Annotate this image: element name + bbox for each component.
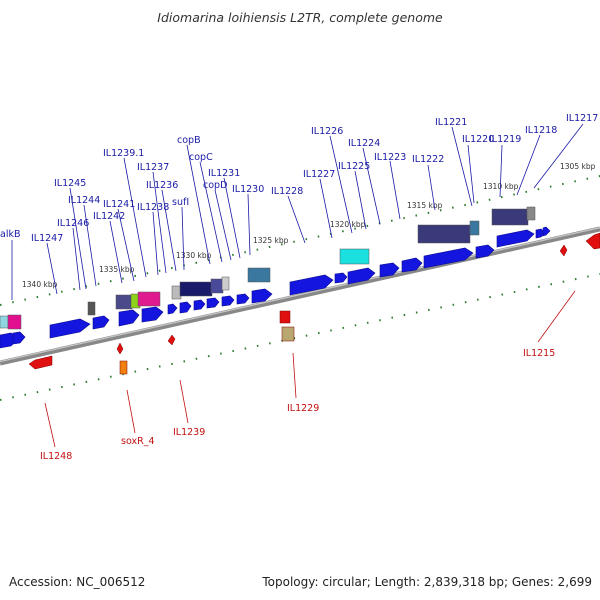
- gene-label: IL1223: [374, 152, 406, 163]
- gene-arrow: [179, 301, 192, 314]
- gene-label: IL1227: [303, 169, 335, 180]
- gene-label: copC: [189, 152, 213, 163]
- scale-label: 1315 kbp: [407, 201, 443, 210]
- gene-label: IL1244: [68, 195, 100, 206]
- gene-label: IL1241: [103, 199, 135, 210]
- gene-arrow: [167, 303, 178, 315]
- gene-arrow: [118, 309, 140, 327]
- feature-box: [491, 208, 529, 226]
- gene-arrow: [206, 297, 220, 309]
- feature-box: [210, 278, 224, 294]
- forward-gene-labels[interactable]: IL1217 IL1218 IL1219 IL1220 IL1221 IL122…: [0, 113, 598, 244]
- gene-arrow: [141, 306, 164, 323]
- gene-label: IL1228: [271, 186, 303, 197]
- gene-label: IL1225: [338, 161, 370, 172]
- gene-label: IL1238: [137, 202, 169, 213]
- scale-label: 1305 kbp: [560, 162, 596, 171]
- gene-label: sufI: [172, 197, 189, 208]
- gene-arrow: [347, 267, 376, 285]
- gene-label: IL1215: [523, 348, 555, 359]
- gene-label: IL1217: [566, 113, 598, 124]
- gene-label: copB: [177, 135, 201, 146]
- reverse-gene-labels[interactable]: IL1215 IL1229 IL1239 soxR_4 IL1248: [40, 348, 555, 462]
- gene-label: IL1222: [412, 154, 444, 165]
- gene-arrow: [289, 274, 334, 296]
- gene-arrow: [193, 299, 206, 311]
- gene-label: alkB: [0, 229, 20, 240]
- scale-label: 1335 kbp: [99, 265, 135, 274]
- gene-arrow: [167, 334, 176, 346]
- feature-box: [339, 248, 370, 265]
- feature-box: [137, 291, 161, 307]
- gene-arrow: [221, 295, 235, 307]
- gene-arrow: [92, 315, 110, 330]
- reverse-gene-arrows[interactable]: [28, 232, 600, 375]
- gene-arrow: [423, 247, 474, 269]
- gene-label: IL1231: [208, 168, 240, 179]
- feature-box: [179, 281, 213, 297]
- gene-arrow: [379, 262, 400, 278]
- gene-arrow: [334, 272, 348, 284]
- gene-label: IL1247: [31, 233, 63, 244]
- gene-arrow: [496, 229, 535, 248]
- scale-label: 1325 kbp: [253, 236, 289, 245]
- feature-box: [417, 224, 471, 244]
- feature-box: [7, 314, 22, 330]
- feature-box: [0, 315, 9, 329]
- feature-box: [526, 206, 536, 221]
- gene-arrow: [251, 288, 273, 304]
- forward-label-leaders: [11, 123, 584, 300]
- scale-label: 1320 kbp: [330, 220, 366, 229]
- gene-label: IL1220: [462, 134, 494, 145]
- gene-arrow: [559, 244, 568, 257]
- gene-label: IL1230: [232, 184, 264, 195]
- feature-box: [221, 276, 230, 291]
- forward-feature-boxes[interactable]: [0, 206, 536, 330]
- feature-box: [119, 360, 128, 375]
- gene-label: IL1245: [54, 178, 86, 189]
- map-title: Idiomarina loihiensis L2TR, complete gen…: [157, 10, 443, 25]
- gene-label: IL1224: [348, 138, 380, 149]
- scale-label: 1340 kbp: [22, 280, 58, 289]
- gene-label: IL1226: [311, 126, 343, 137]
- gene-label: IL1219: [489, 134, 521, 145]
- feature-box: [281, 326, 295, 342]
- gene-label: IL1229: [287, 403, 319, 414]
- reverse-label-leaders: [44, 290, 576, 448]
- gene-label: copD: [203, 180, 227, 191]
- feature-box: [171, 285, 182, 300]
- feature-box: [469, 220, 480, 236]
- gene-label: IL1246: [57, 218, 89, 229]
- genome-backbone-highlight: [0, 227, 600, 363]
- gene-arrow: [475, 244, 495, 259]
- feature-box: [115, 294, 133, 310]
- genome-summary-text: Topology: circular; Length: 2,839,318 bp…: [262, 575, 592, 589]
- gene-label: IL1239: [173, 427, 205, 438]
- genome-backbone: [0, 226, 600, 366]
- scale-label: 1330 kbp: [176, 251, 212, 260]
- gene-label: IL1236: [146, 180, 178, 191]
- gene-label: soxR_4: [121, 436, 155, 447]
- gene-arrow: [401, 257, 423, 273]
- gene-label: IL1221: [435, 117, 467, 128]
- feature-box: [279, 310, 291, 324]
- accession-text: Accession: NC_006512: [9, 575, 146, 589]
- gene-arrow: [116, 342, 124, 355]
- feature-box: [247, 267, 271, 283]
- gene-arrow: [585, 232, 600, 250]
- forward-gene-arrows[interactable]: [0, 226, 551, 349]
- feature-box: [87, 301, 96, 316]
- gene-label: IL1248: [40, 451, 72, 462]
- gene-arrow: [49, 318, 91, 339]
- gene-label: IL1242: [93, 211, 125, 222]
- gene-arrow: [28, 355, 53, 370]
- gene-label: IL1218: [525, 125, 557, 136]
- gene-label: IL1239.1: [103, 148, 144, 159]
- gene-arrow: [12, 331, 26, 345]
- gene-label: IL1237: [137, 162, 169, 173]
- gene-arrow: [542, 226, 551, 237]
- gene-arrow: [236, 293, 250, 305]
